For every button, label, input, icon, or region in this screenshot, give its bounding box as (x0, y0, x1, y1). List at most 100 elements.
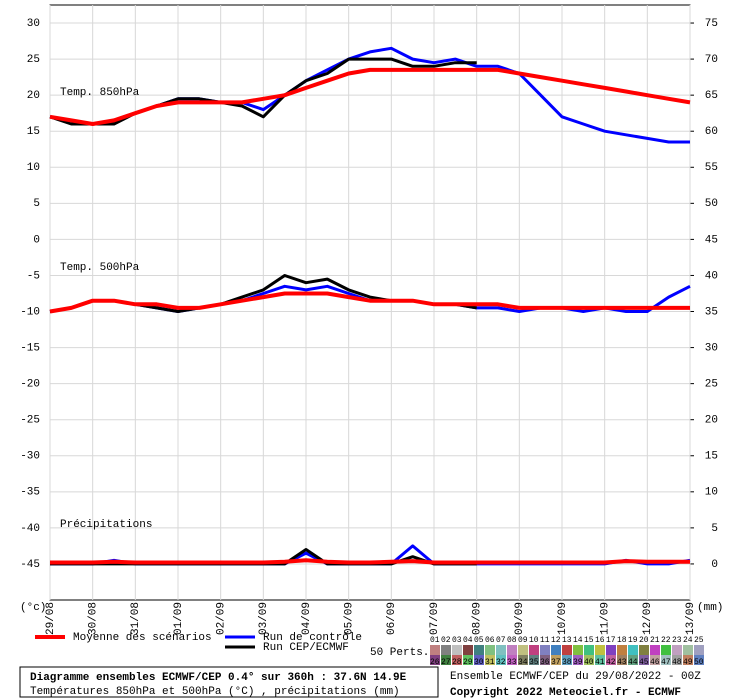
member-swatch (551, 645, 561, 655)
member-label: 44 (628, 658, 638, 667)
member-label: 06 (485, 636, 495, 645)
member-label: 40 (584, 658, 594, 667)
member-label: 18 (617, 636, 627, 645)
member-label: 30 (474, 658, 484, 667)
member-swatch (529, 655, 539, 665)
member-swatch (441, 645, 451, 655)
member-swatch (595, 645, 605, 655)
member-label: 23 (672, 636, 682, 645)
member-swatch (595, 655, 605, 665)
x-tick-label: 13/09 (685, 602, 697, 635)
member-swatch (584, 645, 594, 655)
member-swatch (529, 645, 539, 655)
member-label: 20 (639, 636, 649, 645)
member-label: 14 (573, 636, 583, 645)
y-tick-label: -30 (20, 451, 40, 463)
y-tick-label: -35 (20, 487, 40, 499)
member-label: 48 (672, 658, 682, 667)
series-line (49, 57, 477, 126)
member-swatch (672, 645, 682, 655)
y2-tick-label: 35 (705, 306, 718, 318)
member-label: 45 (639, 658, 649, 667)
series-line (50, 558, 690, 565)
y2-tick-label: 10 (705, 487, 718, 499)
member-swatch (507, 655, 517, 665)
y2-tick-label: 65 (705, 90, 718, 102)
member-swatch (617, 655, 627, 665)
member-swatch (661, 645, 671, 655)
member-swatch (672, 655, 682, 665)
legend-label: Moyenne des scénarios (73, 632, 212, 644)
y-tick-label: -20 (20, 379, 40, 391)
member-swatch (683, 645, 693, 655)
member-swatch (452, 645, 462, 655)
y-tick-label: -15 (20, 342, 40, 354)
member-label: 05 (474, 636, 484, 645)
footer-subtitle: Températures 850hPa et 500hPa (°C) , pré… (30, 686, 400, 698)
member-label: 17 (606, 636, 616, 645)
member-label: 03 (452, 636, 462, 645)
member-label: 02 (441, 636, 451, 645)
member-swatch (485, 645, 495, 655)
x-tick-label: 08/09 (472, 602, 484, 635)
y-tick-label: 15 (27, 126, 40, 138)
x-tick-label: 07/09 (429, 602, 441, 635)
member-swatch (694, 655, 704, 665)
x-tick-label: 05/09 (344, 602, 356, 635)
legend-label: Run de contrôle (263, 632, 362, 644)
member-swatch (463, 655, 473, 665)
member-swatch (617, 645, 627, 655)
member-label: 47 (661, 658, 671, 667)
y2-tick-label: 60 (705, 126, 718, 138)
member-swatch (628, 645, 638, 655)
member-label: 29 (463, 658, 473, 667)
member-label: 50 (694, 658, 704, 667)
member-swatch (573, 645, 583, 655)
member-swatch (639, 655, 649, 665)
footer-run: Ensemble ECMWF/CEP du 29/08/2022 - 00Z (450, 671, 701, 683)
panel-label: Temp. 850hPa (60, 87, 140, 99)
member-swatch (463, 645, 473, 655)
x-tick-label: 12/09 (642, 602, 654, 635)
y-tick-label: -25 (20, 415, 40, 427)
member-swatch (540, 645, 550, 655)
member-label: 28 (452, 658, 462, 667)
member-swatch (562, 655, 572, 665)
y-tick-label: -10 (20, 306, 40, 318)
member-label: 39 (573, 658, 583, 667)
member-label: 09 (518, 636, 528, 645)
y-tick-label: -40 (20, 523, 40, 535)
member-label: 19 (628, 636, 638, 645)
x-tick-label: 11/09 (600, 602, 612, 635)
member-swatch (606, 655, 616, 665)
member-swatch (683, 655, 693, 665)
member-label: 34 (518, 658, 528, 667)
member-label: 38 (562, 658, 572, 667)
x-tick-label: 30/08 (88, 602, 100, 635)
y-tick-label: 0 (33, 234, 40, 246)
member-swatch (474, 655, 484, 665)
y2-tick-label: 20 (705, 415, 718, 427)
panel-label: Précipitations (60, 519, 152, 531)
y-tick-label: 30 (27, 18, 40, 30)
member-label: 13 (562, 636, 572, 645)
x-tick-label: 03/09 (258, 602, 270, 635)
member-label: 33 (507, 658, 517, 667)
y2-tick-label: 15 (705, 451, 718, 463)
members-label: 50 Perts. (370, 647, 429, 659)
member-swatch (452, 655, 462, 665)
member-swatch (628, 655, 638, 665)
y2-tick-label: 25 (705, 379, 718, 391)
x-tick-label: 31/08 (130, 602, 142, 635)
member-swatch (474, 645, 484, 655)
y-tick-label: 20 (27, 90, 40, 102)
footer-copyright: Copyright 2022 Meteociel.fr - ECMWF (450, 687, 681, 699)
member-label: 01 (430, 636, 440, 645)
x-tick-label: 29/08 (45, 602, 57, 635)
member-swatch (650, 655, 660, 665)
member-label: 31 (485, 658, 495, 667)
member-label: 04 (463, 636, 473, 645)
y2-tick-label: 55 (705, 162, 718, 174)
member-swatch (496, 645, 506, 655)
